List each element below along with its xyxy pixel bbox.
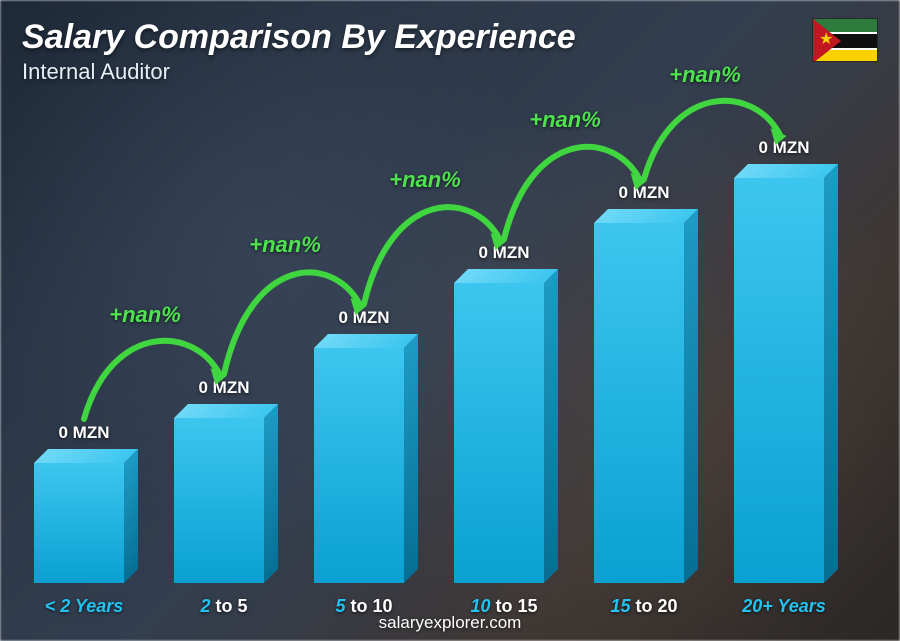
bar-chart: 0 MZN< 2 Years0 MZN2 to 50 MZN5 to 100 M… <box>24 103 856 583</box>
bar-side-face <box>404 334 418 583</box>
increase-percent-label: +nan% <box>249 232 321 258</box>
flag-star-icon: ★ <box>819 32 833 48</box>
bar-side-face <box>124 449 138 583</box>
increase-percent-label: +nan% <box>109 302 181 328</box>
bar-side-face <box>264 404 278 583</box>
bar-top-face <box>34 449 138 463</box>
country-flag-mozambique: ★ <box>812 18 878 62</box>
footer-attribution: salaryexplorer.com <box>0 613 900 633</box>
arrow-icon <box>634 74 800 199</box>
bar-front-face <box>174 418 264 583</box>
bar-front-face <box>34 463 124 583</box>
bar-side-face <box>684 209 698 583</box>
increase-percent-label: +nan% <box>669 62 741 88</box>
bar-front-face <box>734 178 824 583</box>
increase-percent-label: +nan% <box>389 167 461 193</box>
page-title: Salary Comparison By Experience <box>22 18 878 57</box>
chart-container: Salary Comparison By Experience Internal… <box>0 0 900 641</box>
increase-percent-label: +nan% <box>529 107 601 133</box>
bar-side-face <box>544 269 558 583</box>
bar-side-face <box>824 164 838 583</box>
bar-front-face <box>594 223 684 583</box>
bar-front-face <box>454 283 544 583</box>
